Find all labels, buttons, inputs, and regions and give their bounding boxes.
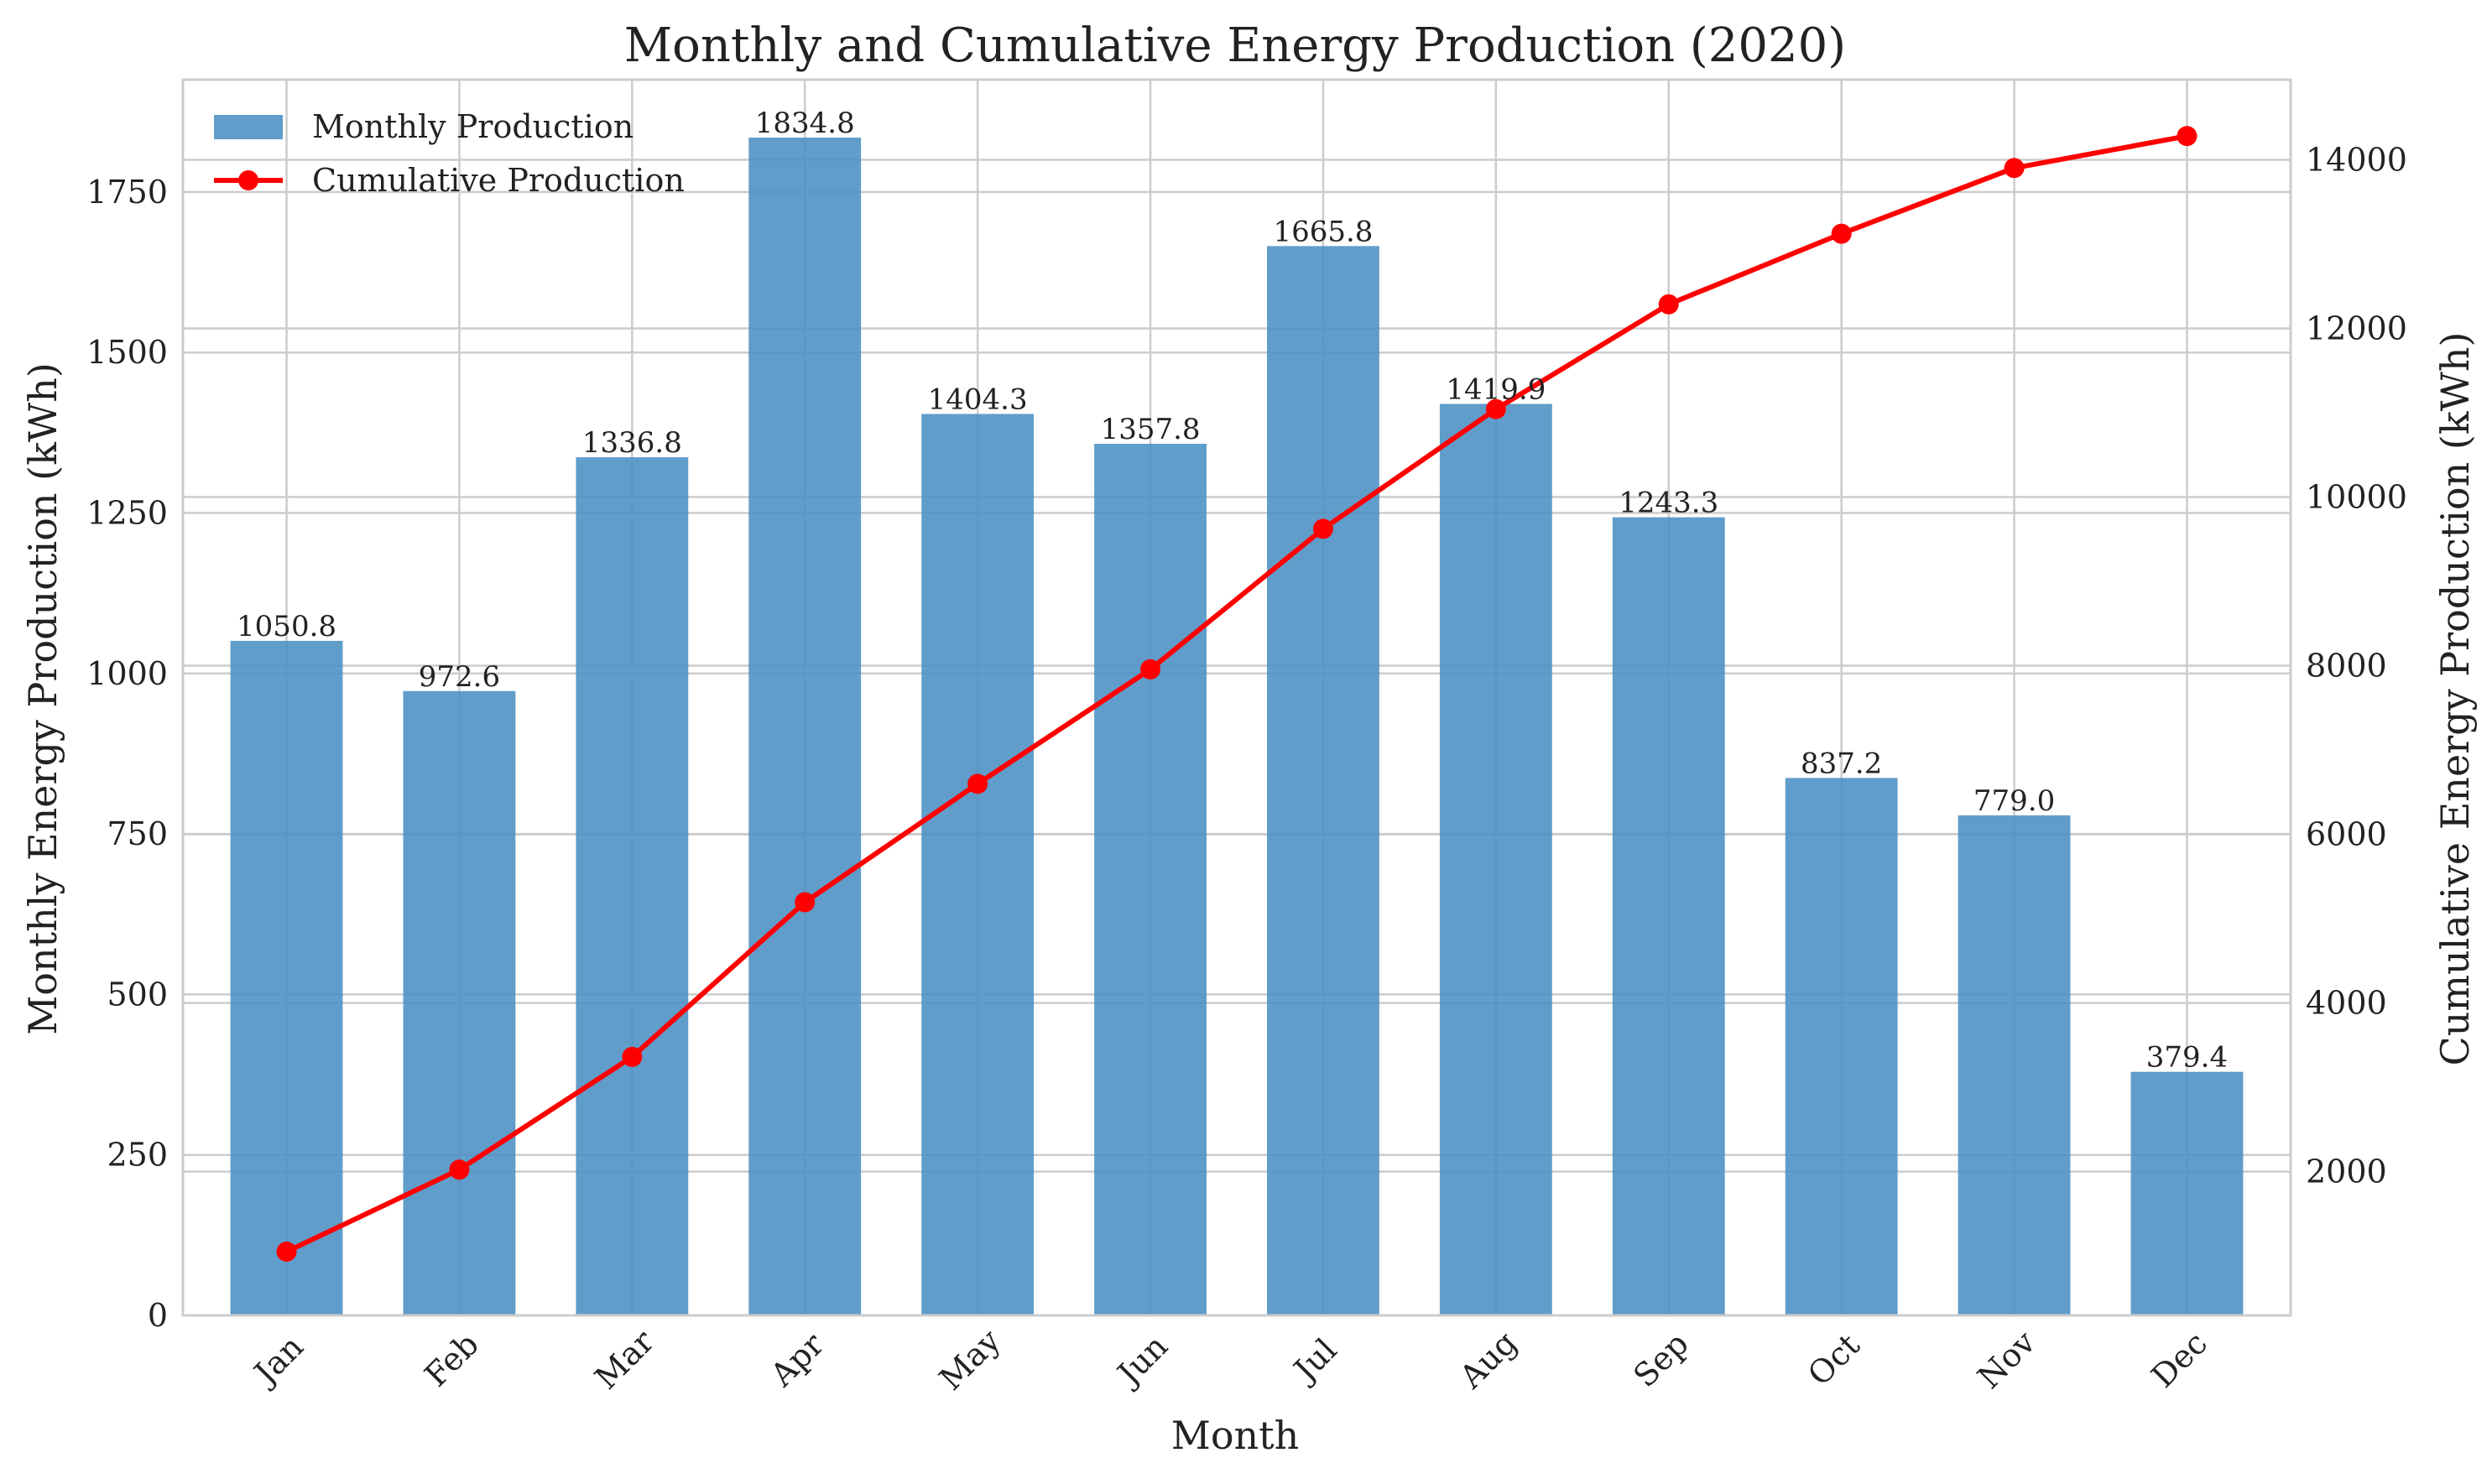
bar-value-label: 1419.9 [1446, 372, 1546, 406]
cumulative-point [1831, 223, 1852, 244]
bar-value-label: 1404.3 [928, 383, 1028, 416]
x-tick-label: Jun [1108, 1328, 1175, 1394]
x-tick-label: Mar [587, 1322, 661, 1396]
y2-tick-label: 12000 [2306, 310, 2407, 347]
y-tick-label: 250 [107, 1137, 168, 1174]
y-tick-label: 750 [107, 815, 168, 852]
bar [230, 640, 343, 1315]
x-tick-label: Nov [1970, 1323, 2042, 1395]
y2-tick-label: 10000 [2306, 479, 2407, 516]
cumulative-point [967, 773, 988, 794]
bar-value-label: 379.4 [2146, 1041, 2228, 1075]
bar-value-label: 837.2 [1801, 747, 1882, 780]
cumulative-point [1312, 518, 1333, 539]
bar [2130, 1071, 2244, 1315]
cumulative-point [276, 1242, 297, 1263]
plot-border [181, 78, 2292, 1317]
x-tick-label: Apr [763, 1325, 832, 1394]
bar [576, 457, 689, 1315]
y-tick-label: 1000 [86, 655, 168, 692]
bar [1267, 246, 1379, 1315]
y-tick-label: 1750 [86, 174, 168, 211]
cumulative-point [449, 1159, 470, 1180]
cumulative-point [2004, 158, 2025, 179]
x-axis-title: Month [1171, 1413, 1300, 1458]
tick-labels: 0 250 500 750 1000 1250 1500 1750 2000 4000 6000 80… [86, 141, 2407, 1397]
chart-title: Monthly and Cumulative Energy Production… [624, 18, 1846, 73]
y2-tick-label: 6000 [2306, 816, 2387, 853]
bar [748, 138, 862, 1316]
y-tick-label: 500 [107, 976, 168, 1013]
bar-value-label: 1665.8 [1273, 215, 1373, 248]
x-tick-label: Jul [1285, 1331, 1344, 1391]
x-tick-label: Oct [1801, 1326, 1867, 1393]
legend: Monthly Production Cumulative Production [214, 108, 685, 199]
bar-series [230, 138, 2244, 1316]
cumulative-point [1140, 659, 1161, 680]
bar-value-label: 779.0 [1973, 784, 2055, 818]
bar [1439, 404, 1552, 1316]
bar-value-label: 972.6 [419, 660, 500, 694]
legend-marker-cumulative [238, 170, 258, 190]
bar-value-label: 1834.8 [755, 107, 855, 140]
cumulative-point [622, 1046, 643, 1067]
line-series [276, 126, 2197, 1263]
y-tick-label: 0 [148, 1297, 168, 1334]
cumulative-point [1658, 294, 1679, 315]
bar [921, 414, 1035, 1316]
plot-frame [181, 78, 2292, 1317]
y2-tick-label: 2000 [2306, 1153, 2387, 1190]
x-tick-label: Aug [1452, 1324, 1524, 1396]
y2-axis-title: Cumulative Energy Production (kWh) [2432, 332, 2478, 1066]
bar [403, 690, 516, 1315]
x-tick-label: Sep [1626, 1325, 1696, 1394]
bar [1612, 517, 1725, 1315]
bar [1785, 778, 1898, 1315]
legend-swatch-monthly [214, 115, 283, 139]
legend-label-cumulative: Cumulative Production [312, 162, 685, 199]
bar-value-label: 1336.8 [582, 426, 682, 460]
x-tick-label: May [932, 1322, 1008, 1398]
bar-value-label: 1050.8 [237, 610, 336, 643]
cumulative-point [795, 892, 816, 913]
y-axis-title: Monthly Energy Production (kWh) [20, 362, 65, 1035]
cumulative-line [285, 133, 2188, 1254]
bar-value-label: 1243.3 [1619, 487, 1718, 520]
cumulative-point [1485, 398, 1506, 419]
y2-tick-label: 4000 [2306, 985, 2387, 1022]
y-tick-label: 1250 [86, 495, 168, 532]
x-tick-label: Jan [245, 1328, 310, 1393]
cumulative-point [2177, 126, 2197, 147]
bar [1958, 815, 2071, 1315]
x-tick-label: Feb [418, 1325, 486, 1393]
y-tick-label: 1500 [86, 334, 168, 371]
bar-value-labels: 1050.8 972.6 1336.8 1834.8 1404.3 1357.8 1665.… [237, 107, 2228, 1075]
legend-label-monthly: Monthly Production [312, 108, 633, 145]
y2-tick-label: 8000 [2306, 648, 2387, 685]
bar [1094, 444, 1207, 1315]
x-tick-label: Dec [2144, 1325, 2214, 1395]
y2-tick-label: 14000 [2306, 141, 2407, 178]
bar-value-label: 1357.8 [1101, 413, 1201, 446]
